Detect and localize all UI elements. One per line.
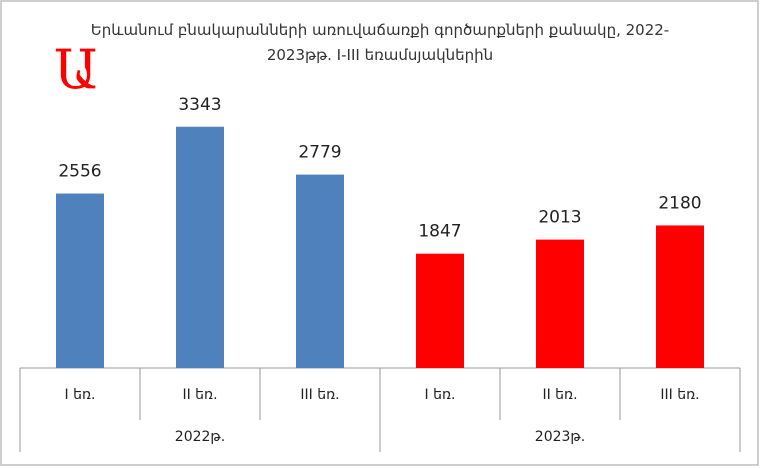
bar: [296, 174, 344, 368]
group-label: 2023թ.: [535, 429, 585, 445]
bar: [656, 225, 704, 368]
value-label: 2779: [298, 143, 341, 163]
bar: [56, 193, 104, 368]
value-label: 2180: [658, 193, 701, 213]
bar: [176, 126, 224, 368]
x-tick-label: III եռ.: [300, 387, 339, 403]
bar: [416, 253, 464, 368]
x-tick-label: II եռ.: [182, 387, 217, 403]
value-label: 2556: [58, 162, 101, 182]
x-tick-label: III եռ.: [660, 387, 699, 403]
x-tick-label: II եռ.: [542, 387, 577, 403]
bar: [536, 239, 584, 368]
x-tick-label: I եռ.: [425, 387, 456, 403]
group-label: 2022թ.: [175, 429, 225, 445]
chart-title: Երևանում բնակարանների առուվաճառքի գործար…: [90, 21, 670, 64]
x-tick-label: I եռ.: [65, 387, 96, 403]
value-label: 2013: [538, 208, 581, 228]
value-label: 3343: [178, 95, 221, 115]
value-label: 1847: [418, 222, 461, 242]
annotation: Ա: [54, 38, 98, 101]
